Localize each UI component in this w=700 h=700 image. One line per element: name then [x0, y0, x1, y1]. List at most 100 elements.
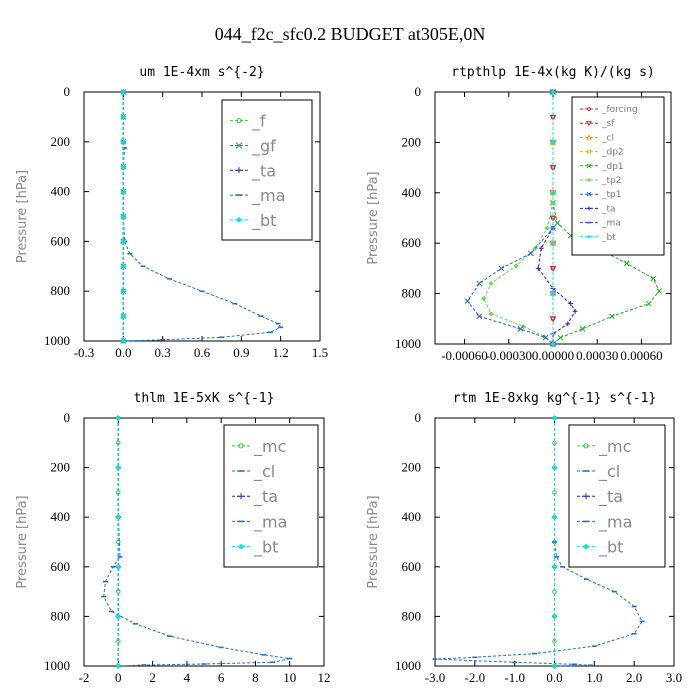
data-point [115, 514, 121, 520]
y-tick-label: 600 [51, 233, 71, 248]
y-tick-label: 0 [415, 84, 422, 99]
legend-label: _bt [251, 211, 276, 231]
legend-label: _bt [598, 538, 623, 558]
legend-marker [236, 167, 242, 174]
data-point [464, 298, 471, 305]
y-tick-label: 200 [402, 134, 422, 149]
y-tick-label: 200 [51, 134, 71, 149]
data-point [115, 613, 121, 619]
x-tick-label: 0 [115, 670, 122, 685]
x-tick-label: -3.0 [425, 670, 446, 685]
legend-marker [238, 443, 244, 449]
data-point [549, 316, 557, 323]
legend-label: _gf [251, 136, 276, 156]
y-tick-label: 400 [51, 184, 71, 199]
x-tick-label: 0.00060 [620, 348, 662, 363]
legend-marker [583, 443, 589, 449]
data-point [568, 301, 574, 307]
data-point [656, 288, 663, 294]
x-tick-label: -0.00060 [441, 348, 488, 363]
data-point [120, 89, 126, 95]
x-tick-label: -0.00030 [485, 348, 532, 363]
legend-label: _mc [253, 437, 286, 457]
data-point [549, 215, 557, 222]
data-point [646, 300, 652, 307]
legend-marker [587, 206, 591, 211]
chart-panel-1: um 1E-4xm s^{-2} -0.3 0.0 0.3 0.6 0.9 1.2 1.5 0 2… [15, 65, 328, 360]
panel-title: um 1E-4xm s^{-2} [139, 65, 264, 80]
data-point [517, 326, 524, 332]
y-tick-label: 1000 [395, 658, 421, 673]
data-point [554, 220, 561, 226]
data-point [120, 189, 126, 195]
chart-panel-4: rtm 1E-8xkg kg^{-1} s^{-1} -3.0 -2.0 -1.0 0.… [366, 391, 682, 685]
y-axis-label: Pressure [hPa] [15, 170, 30, 263]
y-tick-label: 200 [402, 460, 422, 475]
data-point [557, 334, 564, 341]
data-point [538, 245, 544, 251]
legend-marker [587, 234, 591, 239]
y-tick-label: 800 [402, 286, 422, 301]
legend-marker [586, 191, 592, 197]
data-point [488, 311, 494, 317]
y-tick-label: 400 [51, 509, 71, 524]
series-line [103, 418, 290, 667]
series-bt [552, 415, 557, 669]
legend-marker [583, 493, 589, 500]
legend-marker [236, 118, 242, 124]
data-point [552, 564, 557, 570]
legend-label: _cl [253, 462, 275, 482]
data-point [535, 265, 541, 271]
panel-title: rtm 1E-8xkg kg^{-1} s^{-1} [453, 391, 657, 406]
legend-label: _mc [598, 437, 631, 457]
data-point [550, 190, 556, 196]
legend-label: _ma [598, 512, 632, 532]
series-bt [550, 89, 556, 347]
panel-title: thlm 1E-5xK s^{-1} [134, 391, 275, 406]
x-tick-label: 0.3 [155, 345, 171, 360]
data-point [115, 465, 121, 471]
y-tick-label: 400 [402, 185, 422, 200]
legend-label: _sf [601, 119, 615, 129]
legend-label: _bt [601, 233, 616, 243]
data-point [549, 165, 557, 172]
y-tick-label: 600 [51, 559, 71, 574]
data-point [552, 415, 557, 421]
data-point [120, 288, 126, 294]
legend-label: _ta [601, 204, 616, 214]
y-tick-label: 600 [402, 235, 422, 250]
series-tp1 [464, 89, 556, 347]
data-point [552, 613, 557, 619]
data-point [550, 139, 556, 145]
data-point [513, 263, 519, 269]
legend-marker [586, 134, 592, 140]
series-bt [120, 89, 126, 344]
y-tick-label: 800 [402, 608, 422, 623]
data-point [572, 308, 578, 314]
data-point [115, 663, 121, 669]
legend: _f _gf _ta _ma _bt [221, 99, 313, 241]
x-tick-label: 8 [252, 670, 259, 685]
panel-title: rtpthlp 1E-4x(kg K)/(kg s) [451, 65, 655, 80]
legend: _mc _cl _ta _ma _bt [568, 424, 666, 568]
data-point [550, 240, 556, 246]
x-tick-label: -1.0 [504, 670, 525, 685]
x-tick-label: 0.6 [194, 345, 211, 360]
legend-label: _ma [251, 186, 285, 206]
series-line [434, 418, 643, 667]
series-bt [115, 415, 121, 669]
x-tick-label: 10 [283, 670, 296, 685]
data-point [120, 164, 126, 170]
y-tick-label: 800 [51, 608, 71, 623]
legend-marker [236, 216, 242, 223]
legend: _forcing _sf _cl _dp2 _dp1 _tp2 _tp1 _ta _ma _bt [571, 96, 665, 256]
legend-marker [583, 543, 589, 550]
data-point [549, 114, 557, 121]
x-tick-label: -0.3 [74, 345, 95, 360]
y-tick-label: 1000 [44, 658, 70, 673]
data-point [528, 250, 534, 257]
legend-label: _tp2 [601, 176, 621, 186]
y-axis-label: Pressure [hPa] [366, 171, 381, 264]
chart-panel-3: thlm 1E-5xK s^{-1} -2 0 2 4 6 8 10 12 0 200 400 600 8… [15, 391, 331, 685]
